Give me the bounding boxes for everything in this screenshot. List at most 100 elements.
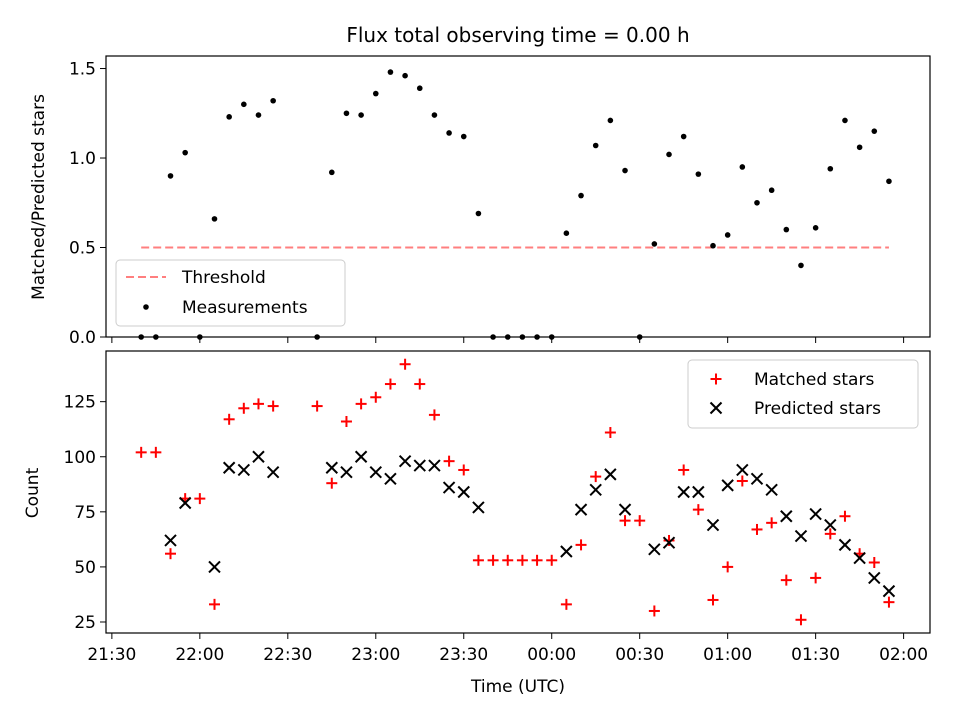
matched-point	[194, 493, 206, 505]
matched-point	[516, 554, 528, 566]
measurement-point	[798, 262, 804, 269]
measurement-point	[812, 225, 819, 231]
measurement-point	[739, 164, 746, 170]
x-tick-label: 02:00	[879, 645, 928, 665]
measurement-point	[680, 133, 687, 140]
predicted-point	[648, 543, 661, 556]
legend-matched-swatch	[710, 373, 722, 385]
bottom-y-tick-label: 125	[64, 393, 96, 413]
matched-point	[736, 475, 748, 487]
predicted-point	[692, 485, 705, 499]
predicted-point	[618, 503, 632, 516]
top-y-tick-label: 1.0	[69, 149, 96, 169]
measurement-point	[328, 169, 335, 176]
matched-point	[648, 605, 660, 617]
measurement-point	[651, 241, 658, 247]
measurement-point	[768, 187, 775, 194]
matched-point	[443, 455, 455, 467]
matched-point	[663, 534, 675, 546]
predicted-point	[457, 485, 470, 499]
predicted-point	[780, 510, 793, 523]
measurement-point	[211, 216, 218, 222]
measurement-point	[372, 90, 379, 97]
x-tick-label: 00:30	[615, 645, 664, 665]
matched-point	[502, 554, 514, 566]
matched-point	[135, 446, 147, 458]
predicted-point	[838, 538, 852, 552]
matched-point	[766, 517, 778, 529]
predicted-point	[882, 584, 896, 598]
matched-point	[692, 504, 704, 516]
predicted-point	[824, 518, 837, 532]
top-panel: 0.0 0.5 1.0 1.5 Threshold Measurements	[69, 55, 931, 348]
measurement-point	[270, 97, 276, 104]
bottom-y-axis-label: Count	[23, 467, 43, 518]
measurement-point	[138, 334, 144, 340]
predicted-point	[662, 536, 676, 549]
x-tick-label: 23:00	[351, 645, 400, 665]
predicted-point	[164, 534, 177, 547]
matched-point	[560, 598, 572, 610]
legend-predicted-swatch	[709, 401, 723, 415]
matched-point	[795, 614, 807, 626]
chart-title: Flux total observing time = 0.00 h	[346, 23, 689, 47]
predicted-point	[574, 503, 588, 516]
measurement-point	[490, 334, 496, 340]
measurement-point	[314, 334, 320, 340]
x-tick-label: 22:00	[175, 645, 224, 665]
predicted-point	[222, 461, 236, 474]
predicted-point	[178, 496, 192, 510]
predicted-point	[794, 529, 808, 543]
predicted-point	[369, 465, 382, 479]
predicted-point	[340, 465, 353, 479]
matched-point	[150, 446, 162, 458]
measurement-point	[666, 151, 672, 158]
matched-point	[634, 515, 646, 527]
matched-point	[751, 523, 763, 535]
predicted-point	[266, 465, 280, 479]
matched-point	[223, 413, 235, 425]
matched-point	[604, 427, 616, 439]
legend-predicted-label: Predicted stars	[754, 399, 881, 419]
matched-point	[780, 574, 792, 586]
measurement-point	[387, 69, 394, 75]
predicted-point	[765, 483, 778, 497]
measurement-point	[416, 85, 423, 92]
predicted-point	[325, 461, 339, 474]
predicted-point	[413, 459, 426, 472]
predicted-point	[750, 472, 764, 485]
predicted-point	[252, 450, 265, 463]
measurement-point	[842, 117, 848, 124]
measurement-point	[856, 144, 863, 151]
x-tick-label: 22:30	[263, 645, 312, 665]
matched-point	[384, 378, 396, 390]
predicted-point	[472, 501, 485, 514]
predicted-point	[589, 483, 602, 497]
x-tick-label: 01:30	[791, 645, 840, 665]
legend-measurements-label: Measurements	[182, 298, 308, 318]
predicted-point	[384, 472, 397, 485]
predicted-point	[398, 454, 412, 468]
legend-measurements-swatch	[143, 304, 149, 310]
matched-point	[487, 554, 499, 566]
measurement-point	[446, 130, 452, 136]
legend-matched-label: Matched stars	[754, 370, 874, 390]
matched-point	[355, 398, 367, 410]
measurement-point	[182, 149, 188, 156]
matched-point	[722, 561, 734, 573]
top-y-axis-label: Matched/Predicted stars	[29, 94, 49, 300]
top-legend: Threshold Measurements	[115, 259, 346, 327]
predicted-point	[237, 463, 251, 477]
measurement-point	[607, 117, 614, 124]
predicted-point	[442, 481, 456, 494]
x-tick-label: 00:00	[527, 645, 576, 665]
predicted-point	[677, 485, 690, 499]
predicted-point	[853, 551, 866, 565]
predicted-point	[208, 560, 221, 574]
matched-point	[267, 400, 279, 412]
legend-threshold-label: Threshold	[181, 268, 266, 288]
bottom-y-tick-label: 25	[74, 613, 96, 633]
matched-point	[883, 596, 895, 608]
measurement-point	[504, 334, 511, 340]
measurement-point	[255, 112, 262, 118]
